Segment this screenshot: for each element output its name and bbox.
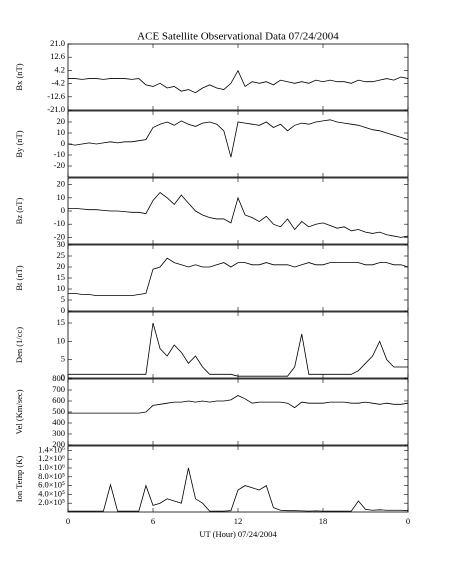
y-tick-label: 400 bbox=[52, 417, 65, 427]
y-tick-label: 4.0×10⁵ bbox=[38, 488, 65, 498]
y-tick-label: 0 bbox=[61, 305, 65, 315]
x-tick-label: 0 bbox=[406, 516, 410, 526]
y-axis-label: Ion Temp (K) bbox=[14, 456, 24, 503]
y-tick-label: 600 bbox=[52, 395, 65, 405]
y-axis-label: Bz (nT) bbox=[14, 197, 24, 224]
y-tick-label: 2.0×10⁵ bbox=[38, 497, 65, 507]
y-tick-label: 30 bbox=[57, 239, 66, 249]
y-tick-label: 1.4×10⁶ bbox=[38, 444, 65, 454]
panel-frame bbox=[67, 110, 409, 178]
chart-title: ACE Satellite Observational Data 07/24/2… bbox=[137, 31, 339, 43]
x-tick-label: 0 bbox=[66, 516, 70, 526]
y-tick-label: 500 bbox=[52, 406, 65, 416]
y-tick-label: -12.6 bbox=[47, 91, 65, 101]
y-tick-label: -4.2 bbox=[52, 78, 65, 88]
y-tick-label: 12.6 bbox=[50, 51, 65, 61]
data-line bbox=[68, 322, 408, 377]
y-axis-label: By (nT) bbox=[14, 130, 24, 157]
x-tick-label: 12 bbox=[234, 516, 243, 526]
y-axis-label: Bt (nT) bbox=[14, 265, 24, 290]
y-tick-label: 5 bbox=[61, 294, 65, 304]
y-tick-label: 4.2 bbox=[54, 64, 65, 74]
panel-frame bbox=[67, 378, 409, 446]
y-tick-label: -21.0 bbox=[47, 104, 65, 114]
y-tick-label: 1.2×10⁶ bbox=[38, 453, 65, 463]
y-tick-label: 10 bbox=[57, 335, 66, 345]
y-tick-label: 15 bbox=[57, 272, 66, 282]
data-line bbox=[68, 257, 409, 296]
y-tick-label: 800 bbox=[52, 373, 65, 383]
y-tick-label: 25 bbox=[57, 250, 66, 260]
x-axis-label: UT (Hour) 07/24/2004 bbox=[199, 529, 277, 539]
y-tick-label: 0 bbox=[61, 138, 65, 148]
x-tick-label: 18 bbox=[319, 516, 328, 526]
y-tick-label: 10 bbox=[57, 283, 66, 293]
y-tick-label: 200 bbox=[52, 439, 65, 449]
y-tick-label: 700 bbox=[52, 384, 65, 394]
y-tick-label: 6.0×10⁵ bbox=[38, 480, 65, 490]
y-tick-label: 10 bbox=[57, 127, 66, 137]
y-tick-label: -20 bbox=[54, 160, 65, 170]
y-tick-label: 21.0 bbox=[50, 38, 65, 48]
data-line bbox=[67, 119, 409, 158]
panel-frame bbox=[67, 43, 409, 111]
y-tick-label: 20 bbox=[57, 179, 66, 189]
data-line bbox=[68, 467, 409, 512]
y-axis-label: Vel (Km/sec) bbox=[14, 389, 24, 434]
data-line bbox=[68, 191, 409, 238]
y-axis-label: Den (1/cc) bbox=[14, 327, 24, 363]
y-axis-label: Bx (nT) bbox=[14, 63, 24, 90]
data-line bbox=[68, 395, 409, 414]
data-line bbox=[68, 69, 409, 94]
y-tick-label: 0 bbox=[61, 205, 65, 215]
y-tick-label: 1.0×10⁶ bbox=[38, 462, 65, 472]
y-tick-label: 20 bbox=[57, 116, 66, 126]
panel-frame bbox=[67, 445, 409, 513]
y-tick-label: 0 bbox=[61, 372, 65, 382]
y-tick-label: 8.0×10⁵ bbox=[38, 471, 65, 481]
y-tick-label: 300 bbox=[52, 428, 65, 438]
y-tick-label: 10 bbox=[57, 192, 66, 202]
y-tick-label: -10 bbox=[54, 218, 65, 228]
y-tick-label: -20 bbox=[54, 231, 65, 241]
y-tick-label: 5 bbox=[61, 354, 65, 364]
y-tick-label: -10 bbox=[54, 149, 65, 159]
x-tick-label: 6 bbox=[151, 516, 155, 526]
panel-frame bbox=[67, 311, 409, 379]
panel-frame bbox=[67, 244, 409, 312]
y-tick-label: 15 bbox=[57, 317, 66, 327]
y-tick-label: 20 bbox=[57, 261, 66, 271]
